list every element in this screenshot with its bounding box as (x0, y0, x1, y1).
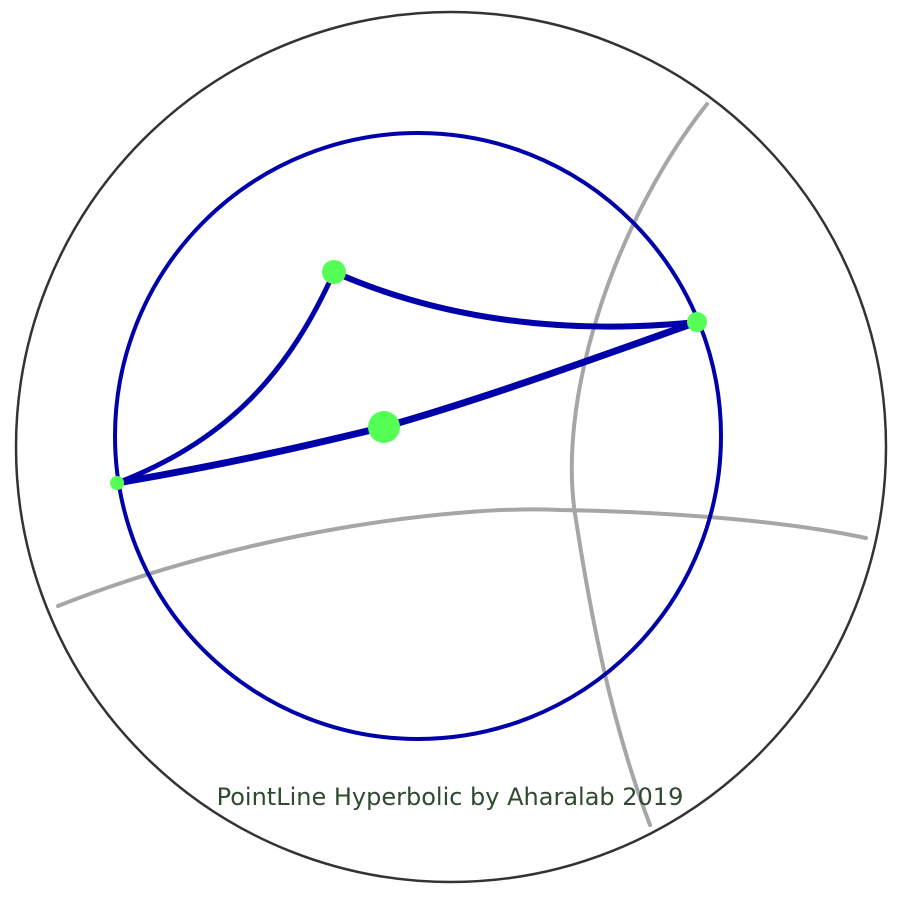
inner-circle (113, 131, 723, 741)
gray-curve-horizontal (56, 507, 868, 608)
geodesic-edge-left (114, 269, 337, 486)
point-right[interactable] (687, 312, 707, 332)
outer-boundary-circle (14, 10, 888, 884)
geodesic-edge-bottom (113, 318, 701, 487)
gray-curve-vertical (569, 102, 709, 827)
caption-text: PointLine Hyperbolic by Aharalab 2019 (217, 783, 684, 811)
point-left[interactable] (110, 476, 124, 490)
point-middle[interactable] (368, 411, 400, 443)
point-top[interactable] (322, 260, 346, 284)
geodesic-edge-top (331, 269, 700, 330)
